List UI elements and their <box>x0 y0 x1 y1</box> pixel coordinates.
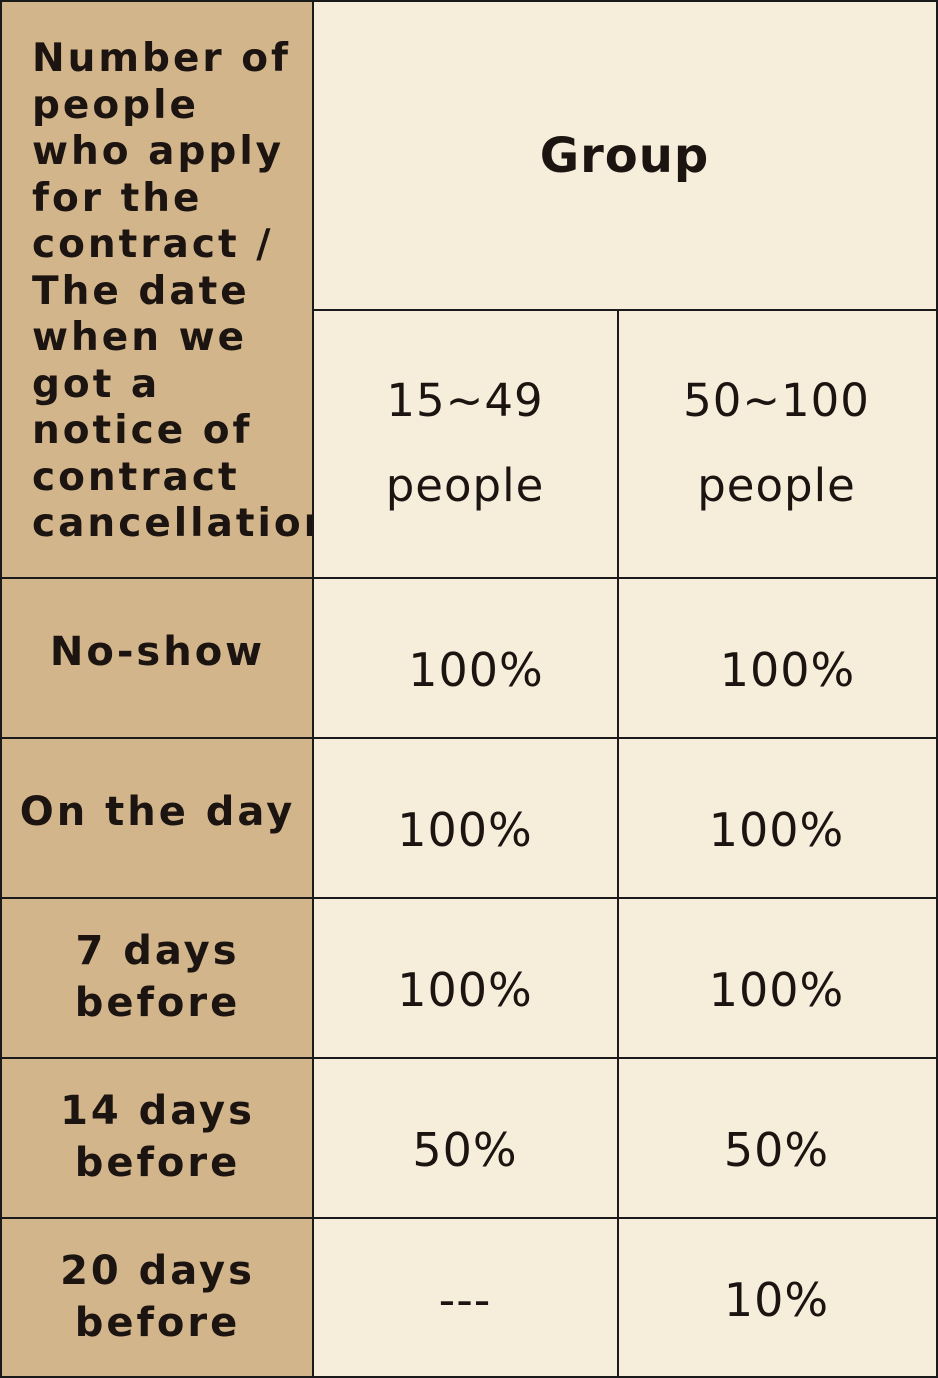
table-cell: 50% <box>617 1057 936 1217</box>
row-label-20-days-before: 20 days before <box>2 1217 313 1376</box>
table-cell: 100% <box>617 577 936 737</box>
column-header-50-100: 50~100 people <box>617 309 936 577</box>
row-label-text: 14 days before <box>60 1088 255 1186</box>
row-label-text: No-show <box>49 629 266 675</box>
cell-value: 10% <box>723 1272 830 1327</box>
column-unit: people <box>385 459 545 512</box>
row-label-no-show: No-show <box>2 577 313 737</box>
corner-header-label: Number of people who apply for the contr… <box>32 36 335 546</box>
column-header-15-49: 15~49 people <box>313 309 617 577</box>
table-cell: 100% <box>617 737 936 897</box>
cell-value: 100% <box>397 802 533 857</box>
cell-value: 50% <box>412 1122 518 1177</box>
row-label-7-days-before: 7 days before <box>2 897 313 1057</box>
row-label-on-the-day: On the day <box>2 737 313 897</box>
group-header-label: Group <box>539 127 710 184</box>
group-header-cell: Group <box>313 2 936 309</box>
cell-value: --- <box>438 1272 492 1327</box>
cell-value: 100% <box>408 642 544 697</box>
column-unit: people <box>697 459 856 512</box>
cell-value: 100% <box>397 962 533 1017</box>
grid-line <box>2 737 936 739</box>
grid-line <box>313 309 936 311</box>
table-cell: 100% <box>313 897 617 1057</box>
grid-line <box>312 2 314 1376</box>
cell-value: 100% <box>719 642 856 697</box>
corner-header-cell: Number of people who apply for the contr… <box>2 2 331 577</box>
table-cell: 10% <box>617 1217 936 1376</box>
grid-line <box>2 897 936 899</box>
table-cell: 100% <box>313 577 617 737</box>
grid-line <box>617 309 619 1376</box>
cell-value: 100% <box>708 802 845 857</box>
cell-value: 100% <box>708 962 845 1017</box>
grid-line <box>2 1057 936 1059</box>
cell-value: 50% <box>723 1122 830 1177</box>
grid-line <box>2 577 936 579</box>
row-label-14-days-before: 14 days before <box>2 1057 313 1217</box>
column-range: 15~49 <box>386 374 544 427</box>
row-label-text: 20 days before <box>60 1247 255 1346</box>
grid-line <box>2 1217 936 1219</box>
row-label-text: On the day <box>19 789 296 835</box>
table-cell: 100% <box>617 897 936 1057</box>
row-label-text: 7 days before <box>74 928 241 1026</box>
column-range: 50~100 <box>683 374 870 427</box>
table-cell: 50% <box>313 1057 617 1217</box>
table-cell: --- <box>313 1217 617 1376</box>
table-cell: 100% <box>313 737 617 897</box>
